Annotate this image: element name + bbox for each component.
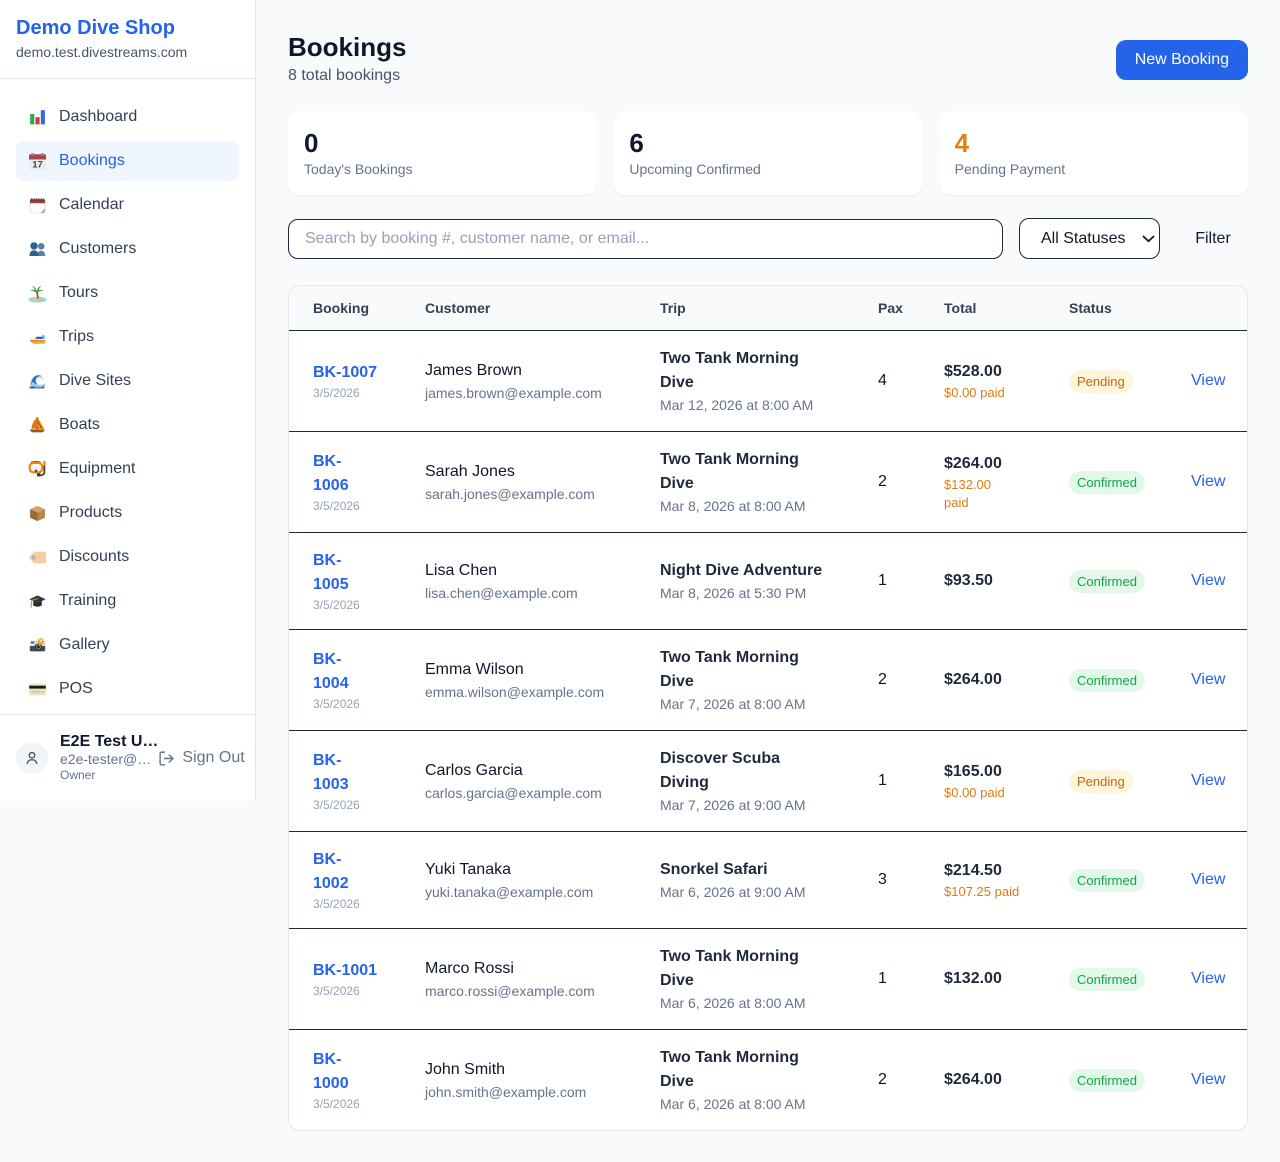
- svg-text:17: 17: [32, 159, 43, 170]
